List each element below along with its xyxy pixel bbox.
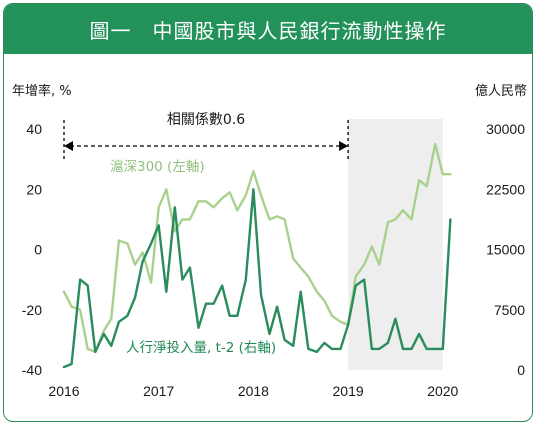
right-axis-label: 億人民幣 <box>475 83 527 99</box>
right-tick-label: 15000 <box>486 242 525 258</box>
left-tick-label: 0 <box>34 242 42 258</box>
pboc-liquidity-line <box>62 188 452 369</box>
left-tick-label: 40 <box>26 121 42 137</box>
pboc-series-label: 人行淨投入量, t-2 (右軸) <box>126 340 276 356</box>
x-tick-label: 2016 <box>48 383 79 399</box>
chart-title: 圖一 中國股市與人民銀行流動性操作 <box>4 4 532 54</box>
left-tick-label: 20 <box>26 181 42 197</box>
x-tick-label: 2018 <box>238 383 269 399</box>
x-tick-label: 2017 <box>143 383 174 399</box>
x-tick-label: 2019 <box>333 383 364 399</box>
right-tick-label: 7500 <box>494 302 525 318</box>
right-tick-label: 0 <box>517 362 525 378</box>
chart-frame: 圖一 中國股市與人民銀行流動性操作 <box>3 3 533 422</box>
hs300-line <box>62 142 452 354</box>
left-axis-label: 年增率, % <box>12 83 72 99</box>
correlation-right-arrowhead <box>339 141 349 151</box>
correlation-left-arrowhead <box>64 141 73 151</box>
right-tick-label: 30000 <box>486 121 525 137</box>
left-tick-label: -20 <box>22 302 42 318</box>
left-tick-label: -40 <box>22 362 42 378</box>
hs300-series-label: 滬深300 (左軸) <box>110 159 205 175</box>
correlation-label: 相關係數0.6 <box>167 112 245 128</box>
right-tick-label: 22500 <box>486 181 525 197</box>
shaded-region-2019 <box>348 119 443 370</box>
x-tick-label: 2020 <box>427 383 458 399</box>
